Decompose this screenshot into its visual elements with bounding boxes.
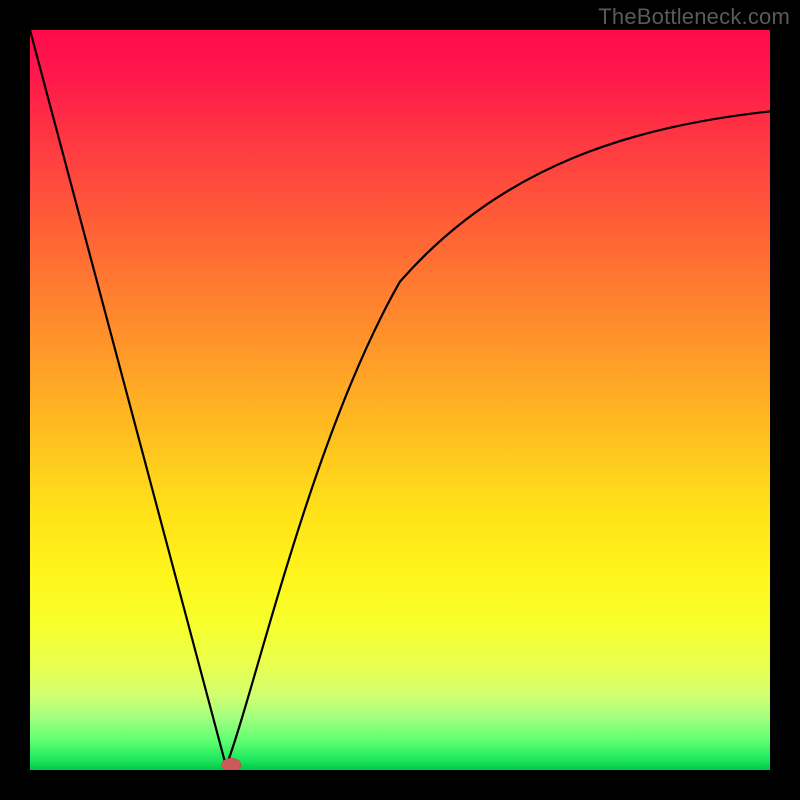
gradient-background [30, 30, 770, 770]
plot-svg [30, 30, 770, 770]
minimum-marker [222, 758, 241, 770]
outer-frame: TheBottleneck.com [0, 0, 800, 800]
plot-area [30, 30, 770, 770]
watermark-text: TheBottleneck.com [598, 4, 790, 30]
